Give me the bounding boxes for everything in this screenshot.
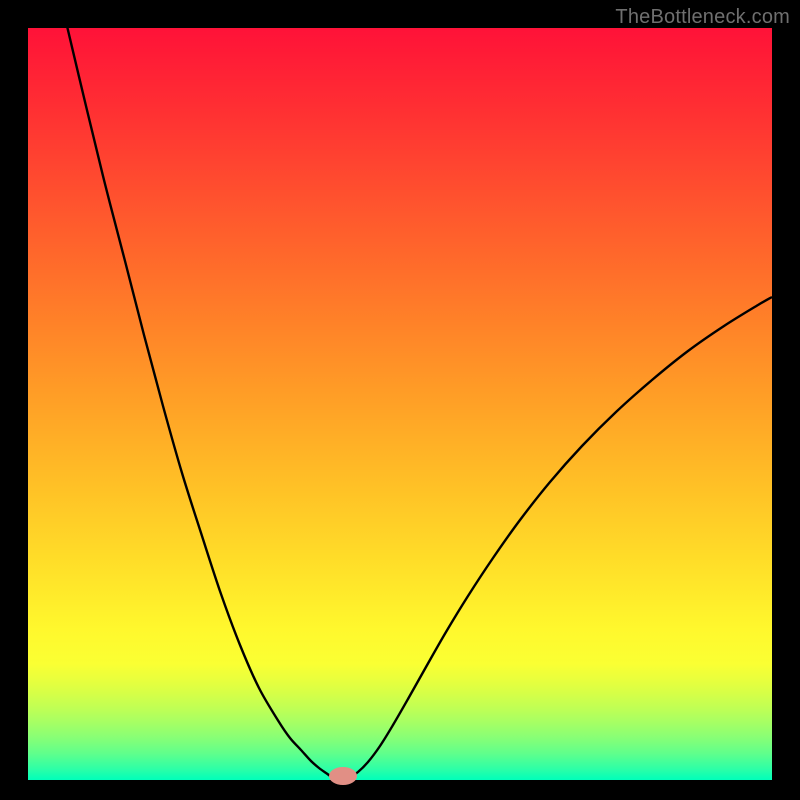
watermark-text: TheBottleneck.com xyxy=(615,6,790,29)
bottleneck-curve xyxy=(28,28,772,780)
plot-area xyxy=(28,28,772,780)
chart-canvas: TheBottleneck.com xyxy=(0,0,800,800)
minimum-marker xyxy=(329,767,357,785)
